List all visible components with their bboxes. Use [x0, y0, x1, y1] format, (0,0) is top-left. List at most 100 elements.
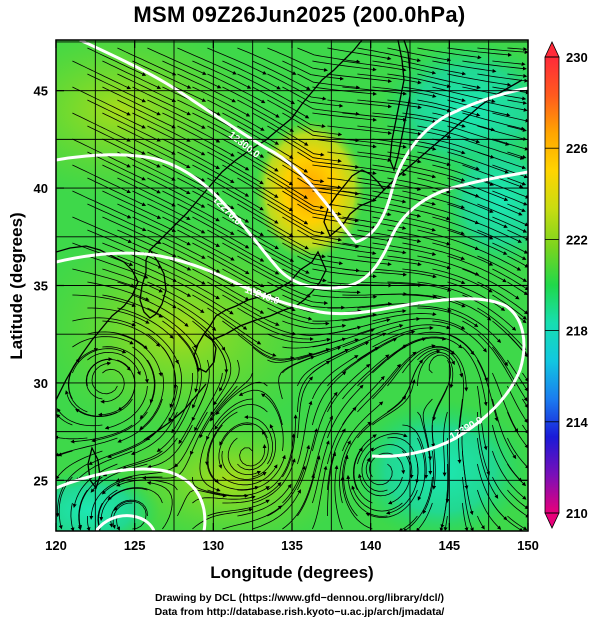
streamline [357, 330, 416, 361]
streamline [177, 229, 235, 261]
streamline [507, 177, 527, 186]
streamline [267, 47, 328, 72]
streamline [477, 307, 527, 351]
streamline [447, 151, 509, 174]
streamline [192, 476, 249, 498]
streamline [162, 190, 220, 222]
streamline [222, 138, 279, 172]
streamline [372, 293, 438, 299]
streamline [88, 437, 148, 465]
height-contours [56, 40, 528, 531]
streamline [192, 507, 254, 530]
streamline [432, 242, 494, 266]
streamline [57, 450, 73, 457]
streamline [238, 389, 283, 426]
streamline [312, 312, 377, 322]
streamline [267, 281, 329, 305]
streamline [237, 229, 295, 262]
kuril-arc-coast [383, 79, 523, 191]
streamline [142, 450, 193, 480]
streamline [132, 86, 191, 116]
streamline [417, 73, 481, 90]
streamline [192, 138, 250, 171]
streamline [237, 454, 286, 491]
streamline [117, 99, 176, 129]
y-tick-label: 25 [34, 473, 48, 488]
x-axis-title: Longitude (degrees) [210, 563, 373, 582]
streamline [267, 348, 331, 363]
streamline [177, 99, 236, 130]
colorbar-tick-label: 226 [566, 141, 588, 156]
streamline [357, 344, 408, 387]
streamline [177, 125, 235, 157]
streamline [477, 203, 528, 227]
streamline [492, 450, 527, 500]
colorbar-tick-label: 210 [566, 506, 588, 521]
streamline [507, 463, 527, 487]
streamline [117, 47, 177, 76]
streamline [213, 346, 232, 406]
streamline [342, 354, 390, 400]
colorbar-tick-label: 214 [566, 415, 588, 430]
streamline [342, 268, 408, 277]
streamline [507, 385, 528, 424]
colorbar-tick-label: 222 [566, 232, 588, 247]
streamline [260, 393, 284, 452]
streamline [312, 60, 377, 72]
streamline [107, 487, 163, 504]
streamline [162, 320, 201, 373]
streamline [297, 73, 361, 90]
streamline [428, 354, 454, 389]
streamline [357, 125, 422, 136]
y-tick-label: 35 [34, 279, 48, 294]
streamline [417, 47, 482, 60]
streamline [214, 403, 268, 430]
manchuria-coast [149, 40, 363, 251]
streamline [222, 482, 282, 504]
streamline [432, 268, 493, 293]
streamline [78, 476, 103, 530]
streamline [368, 452, 406, 478]
streamline [477, 255, 528, 282]
streamline [162, 138, 220, 170]
streamline [252, 294, 313, 321]
streamline [361, 447, 388, 492]
streamline [56, 413, 73, 426]
streamline [282, 242, 344, 266]
streamline [117, 73, 177, 102]
streamline [342, 86, 407, 96]
streamline [402, 424, 429, 479]
streamline [387, 47, 452, 62]
streamline [72, 317, 136, 327]
streamline [402, 336, 463, 349]
streamline [357, 151, 422, 164]
streamline [102, 138, 161, 168]
streamline [177, 203, 235, 235]
streamline [222, 268, 280, 300]
streamline [282, 190, 342, 216]
streamline [387, 359, 423, 413]
streamline [91, 361, 118, 395]
streamline [342, 190, 407, 204]
streamline [178, 385, 208, 445]
streamline [72, 138, 131, 168]
streamline [237, 151, 294, 186]
streamline [462, 112, 526, 131]
streamline [507, 99, 528, 105]
streamline [417, 151, 480, 171]
streamline [237, 73, 296, 105]
streamline [222, 164, 279, 198]
streamline [327, 406, 357, 465]
streamline [327, 363, 371, 413]
streamline [267, 255, 327, 283]
streamline [357, 433, 408, 465]
streamline [432, 359, 452, 422]
streamline [75, 450, 133, 482]
streamline [402, 476, 433, 531]
streamline [267, 177, 325, 210]
streamline [492, 216, 528, 233]
streamline [372, 60, 437, 75]
streamline [282, 216, 343, 242]
streamline [162, 268, 220, 300]
